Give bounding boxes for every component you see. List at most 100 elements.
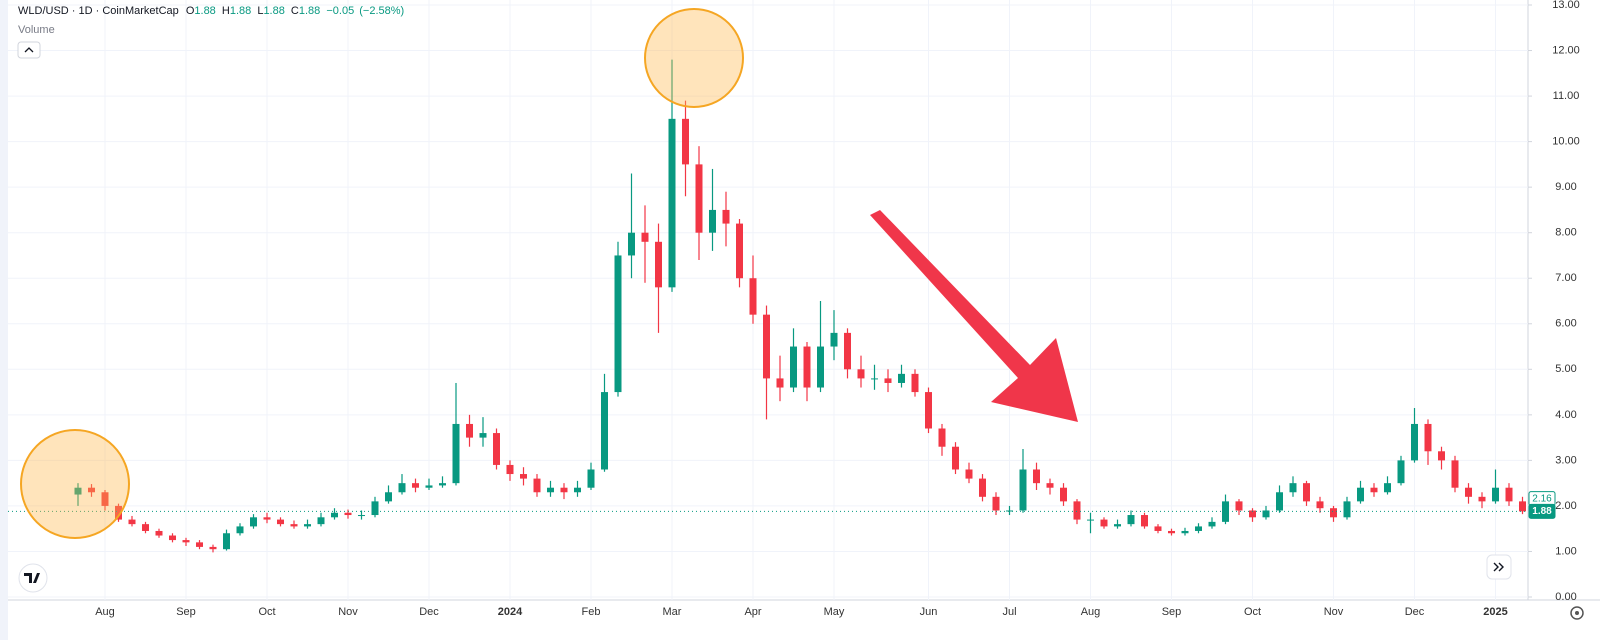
y-tick-label: 9.00 bbox=[1555, 181, 1576, 193]
candle-body bbox=[115, 505, 122, 520]
candle-body bbox=[155, 530, 163, 536]
x-tick-label: Dec bbox=[419, 606, 439, 618]
candle-body bbox=[236, 526, 244, 534]
y-tick-label: 10.00 bbox=[1552, 136, 1580, 148]
candle-body bbox=[1181, 530, 1189, 534]
gear-center bbox=[1575, 611, 1579, 615]
ohlc-value: 1.88 bbox=[263, 5, 284, 17]
candle-body bbox=[911, 373, 919, 393]
candle-body bbox=[331, 512, 338, 518]
tradingview-logo[interactable] bbox=[18, 563, 48, 593]
candle-body bbox=[925, 392, 932, 429]
y-tick-label: 11.00 bbox=[1553, 90, 1580, 102]
y-tick-label: 2.00 bbox=[1555, 500, 1576, 512]
candle-body bbox=[803, 346, 811, 388]
candle-body bbox=[884, 378, 892, 383]
y-tick-label: 4.00 bbox=[1555, 409, 1576, 421]
candle-body bbox=[560, 487, 568, 493]
x-tick-label: 2024 bbox=[498, 606, 523, 618]
candle-body bbox=[776, 378, 784, 388]
candle-body bbox=[1330, 508, 1337, 518]
candle-body bbox=[1154, 526, 1162, 531]
candle-body bbox=[547, 487, 554, 493]
candle-body bbox=[871, 378, 878, 380]
y-tick-label: 3.00 bbox=[1555, 454, 1576, 466]
candle-body bbox=[412, 483, 419, 488]
candle-body bbox=[223, 533, 230, 550]
price-label: 1.88 bbox=[1532, 506, 1552, 517]
scroll-right-button[interactable] bbox=[1486, 554, 1512, 580]
chart-legend: WLD/USD · 1D · CoinMarketCap O1.88 H1.88… bbox=[18, 5, 404, 17]
candle-body bbox=[763, 314, 770, 379]
x-tick-label: Sep bbox=[1162, 606, 1182, 618]
candle-body bbox=[1208, 521, 1216, 527]
candle-body bbox=[142, 524, 149, 531]
candle-body bbox=[898, 373, 905, 383]
ohlc-label: O bbox=[186, 5, 195, 17]
ohlc-value: 1.88 bbox=[230, 5, 251, 17]
ohlc-label: H bbox=[222, 5, 230, 17]
x-tick-label: Aug bbox=[1081, 606, 1101, 618]
plot bbox=[8, 59, 1528, 553]
candle-body bbox=[1438, 451, 1445, 461]
y-tick-label: 13.00 bbox=[1552, 0, 1580, 11]
candle-body bbox=[587, 469, 595, 488]
candle-body bbox=[1303, 483, 1310, 502]
x-tick-label: Feb bbox=[582, 606, 601, 618]
candle-body bbox=[601, 392, 608, 470]
candle-body bbox=[88, 487, 95, 493]
candle-body bbox=[1262, 510, 1270, 518]
x-tick-label: Nov bbox=[1324, 606, 1344, 618]
button-frame bbox=[1486, 554, 1512, 580]
candle-body bbox=[1276, 492, 1283, 511]
y-tick-label: 12.00 bbox=[1552, 44, 1580, 56]
candle-body bbox=[736, 223, 743, 279]
candle-body bbox=[277, 519, 284, 525]
candle-body bbox=[1384, 483, 1391, 493]
candle-body bbox=[250, 517, 257, 527]
candle-body bbox=[1195, 526, 1202, 531]
x-tick-label: Apr bbox=[744, 606, 761, 618]
highlight-circle bbox=[644, 8, 744, 108]
change: −0.05 bbox=[326, 5, 354, 17]
y-tick-label: 5.00 bbox=[1555, 363, 1576, 375]
candle-body bbox=[1087, 519, 1094, 521]
x-tick-label: Jun bbox=[920, 606, 938, 618]
candle-body bbox=[1073, 501, 1081, 520]
candle-body bbox=[952, 446, 959, 470]
candle-body bbox=[1465, 487, 1472, 497]
ohlc-value: 1.88 bbox=[299, 5, 320, 17]
candle-body bbox=[304, 524, 311, 527]
candle-body bbox=[1006, 510, 1013, 512]
x-tick-label: Nov bbox=[338, 606, 358, 618]
settings-button[interactable] bbox=[1570, 606, 1584, 620]
candle-body bbox=[1424, 423, 1432, 452]
candle-body bbox=[1060, 487, 1067, 502]
candle-body bbox=[1019, 469, 1027, 511]
button-frame bbox=[17, 41, 41, 59]
trend-arrow bbox=[870, 210, 1078, 422]
candle-body bbox=[938, 428, 946, 447]
candle-body bbox=[1235, 501, 1243, 511]
candle-body bbox=[533, 478, 541, 493]
collapse-button[interactable] bbox=[17, 41, 41, 59]
candle-body bbox=[1397, 460, 1405, 484]
candle-body bbox=[965, 469, 973, 479]
candle-body bbox=[1114, 524, 1121, 527]
ohlc-value: 1.88 bbox=[194, 5, 215, 17]
candle-body bbox=[709, 209, 716, 233]
candle-body bbox=[1100, 519, 1108, 527]
candle-body bbox=[749, 278, 757, 315]
candle-body bbox=[790, 346, 797, 388]
candle-body bbox=[101, 492, 109, 506]
x-tick-label: Jul bbox=[1002, 606, 1016, 618]
candle-body bbox=[209, 546, 217, 550]
price-label-box bbox=[1528, 503, 1556, 519]
candle-body bbox=[857, 369, 865, 379]
candle-body bbox=[1343, 501, 1351, 518]
candle-body bbox=[1357, 487, 1364, 502]
candle-body bbox=[479, 433, 487, 438]
candle-body bbox=[979, 478, 986, 497]
candle-body bbox=[385, 492, 392, 502]
